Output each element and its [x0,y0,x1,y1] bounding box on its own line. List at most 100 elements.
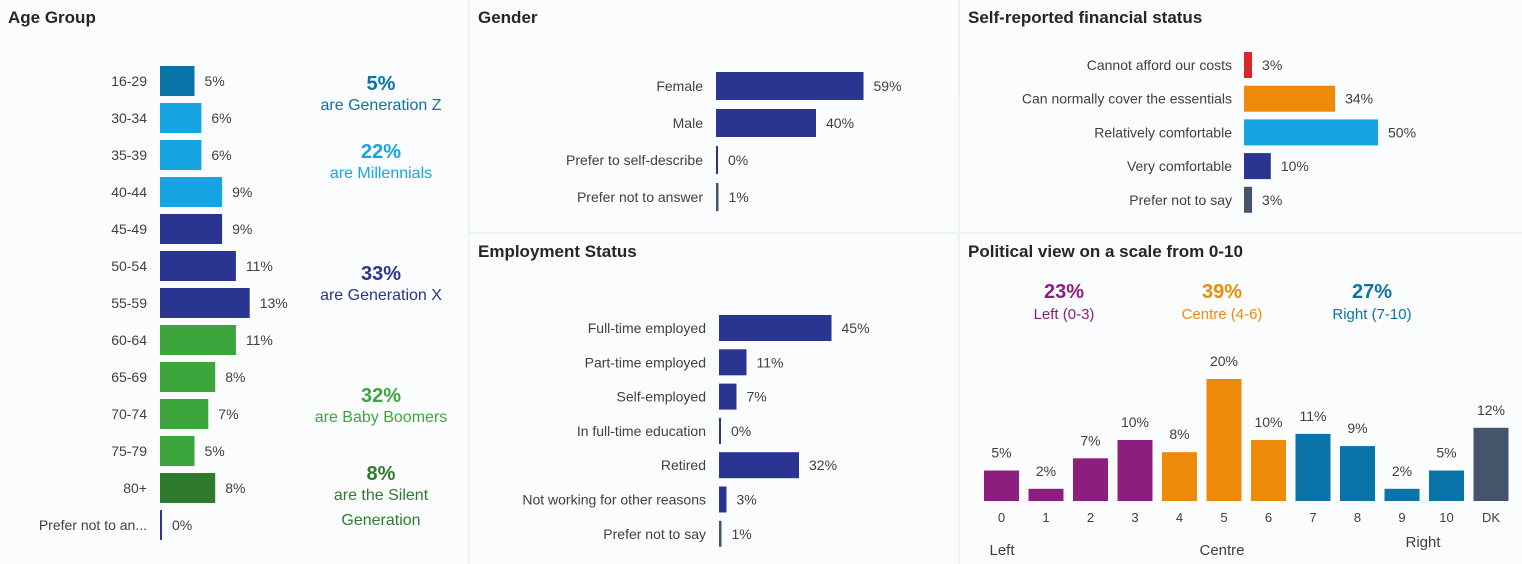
age-category-label: 80+ [123,480,147,496]
gender-value-label: 1% [729,189,749,205]
employment-bar [719,315,832,341]
political-category-label: 0 [998,510,1005,525]
age-category-label: 50-54 [111,258,147,274]
gender-category-label: Male [673,115,704,131]
age-value-label: 6% [211,147,231,163]
political-category-label: DK [1482,510,1500,525]
employment-value-label: 11% [757,354,784,370]
age-value-label: 7% [218,406,238,422]
political-annotation-text: Right (7-10) [1332,306,1411,323]
political-annotation-text: Left (0-3) [1034,306,1095,323]
employment-value-label: 32% [809,457,837,473]
political-panel: Political view on a scale from 0-10 5% 0 2… [960,234,1522,564]
employment-category-label: Not working for other reasons [522,492,706,508]
age-value-label: 9% [232,184,252,200]
political-category-label: 7 [1309,510,1316,525]
employment-category-label: Retired [661,457,706,473]
age-category-label: 30-34 [111,110,147,126]
financial-value-label: 50% [1388,124,1416,140]
age-bar [160,288,250,318]
financial-category-label: Cannot afford our costs [1087,57,1232,73]
employment-value-label: 3% [737,492,757,508]
political-category-label: 5 [1220,510,1227,525]
financial-bar [1244,52,1253,78]
gender-chart: Female 59% Male 40% Prefer to self-describe 0… [566,72,902,211]
political-category-label: 6 [1265,510,1272,525]
political-title: Political view on a scale from 0-10 [968,242,1243,261]
age-category-label: 40-44 [111,184,147,200]
employment-category-label: Self-employed [617,389,707,405]
age-value-label: 13% [260,295,288,311]
gender-bar [716,183,719,211]
gender-category-label: Female [656,78,703,94]
age-group-chart: 16-29 5% 30-34 6% 35-39 6% 40-44 9% 45-49 9% 50-54… [39,66,447,540]
employment-bar [719,452,799,479]
gender-panel: Gender Female 59% Male 40% Prefer to self-de… [470,0,958,232]
political-group-label: Centre [1199,542,1244,559]
age-bar [160,103,202,133]
political-bar [1162,452,1197,501]
employment-chart: Full-time employed 45% Part-time employed 1… [522,315,870,547]
employment-category-label: Part-time employed [585,354,706,370]
age-annotation-percent: 8% [367,463,396,485]
gender-bar [716,109,816,137]
political-category-label: 10 [1439,510,1453,525]
political-bar [1251,440,1286,501]
political-category-label: 9 [1398,510,1405,525]
financial-value-label: 3% [1262,57,1282,73]
age-annotation-percent: 33% [361,263,401,285]
political-value-label: 2% [1392,463,1412,479]
age-value-label: 8% [225,369,245,385]
age-bar [160,510,162,540]
financial-chart: Cannot afford our costs 3% Can normally co… [1022,52,1416,213]
financial-value-label: 10% [1281,158,1309,174]
age-bar [160,140,202,170]
gender-category-label: Prefer not to answer [577,189,703,205]
political-annotation-percent: 23% [1044,281,1084,303]
political-value-label: 20% [1210,353,1238,369]
political-bar [1340,446,1375,501]
employment-bar [719,383,737,410]
age-category-label: 55-59 [111,295,147,311]
age-group-title: Age Group [8,8,96,27]
employment-panel: Employment Status Full-time employed 45% P… [470,234,958,564]
political-group-label: Right [1405,534,1441,551]
employment-bar [719,486,727,513]
age-bar [160,325,236,355]
financial-title: Self-reported financial status [968,8,1203,27]
employment-bar [719,349,747,376]
employment-category-label: Full-time employed [588,320,706,336]
political-bar [984,470,1019,501]
age-category-label: 45-49 [111,221,147,237]
political-bar [1206,379,1242,501]
gender-value-label: 59% [874,78,902,94]
financial-category-label: Very comfortable [1127,158,1232,174]
political-bar [1473,427,1509,501]
age-value-label: 8% [225,480,245,496]
political-chart: 5% 0 2% 1 7% 2 10% 3 8% 4 20% 5 10% 6 11% 7 9% 8 2% 9 5% 10 12… [984,281,1509,559]
political-bar [1429,470,1464,501]
age-annotation-text: Generation [341,512,420,529]
age-category-label: 60-64 [111,332,147,348]
political-value-label: 9% [1347,420,1367,436]
political-value-label: 12% [1477,402,1505,418]
political-value-label: 11% [1300,408,1327,424]
financial-category-label: Relatively comfortable [1094,124,1232,140]
financial-value-label: 3% [1262,192,1282,208]
political-bar [1028,488,1064,501]
political-value-label: 5% [1436,445,1456,461]
age-category-label: 16-29 [111,73,147,89]
age-category-label: 35-39 [111,147,147,163]
employment-title: Employment Status [478,242,637,261]
age-bar [160,214,223,244]
financial-category-label: Can normally cover the essentials [1022,91,1232,107]
age-annotation-percent: 32% [361,385,401,407]
age-value-label: 11% [246,332,273,348]
political-value-label: 8% [1169,426,1189,442]
political-annotation-percent: 27% [1352,281,1392,303]
employment-value-label: 0% [731,423,751,439]
age-category-label: 65-69 [111,369,147,385]
gender-value-label: 40% [826,115,854,131]
political-bar [1073,458,1108,501]
political-value-label: 5% [991,445,1011,461]
